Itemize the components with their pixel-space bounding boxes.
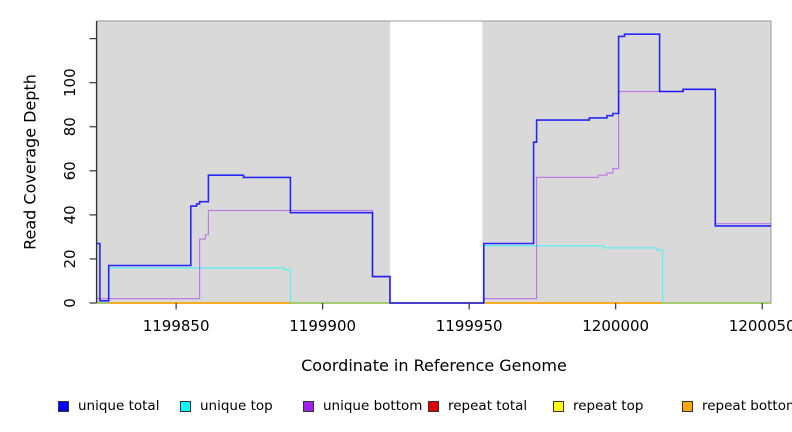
y-tick-label: 80 [61, 117, 79, 136]
x-tick-label: 1200050 [729, 317, 792, 335]
legend-item-unique-top: unique top [180, 398, 273, 414]
y-axis-title: Read Coverage Depth [20, 74, 40, 250]
legend-swatch-icon [303, 400, 314, 412]
x-tick-label: 1199950 [436, 317, 503, 335]
y-tick-label: 60 [61, 161, 79, 180]
legend-swatch-icon [180, 400, 191, 412]
legend-item-repeat-total: repeat total [428, 398, 527, 414]
plot-panel-left [97, 21, 391, 303]
legend-swatch-icon [553, 400, 564, 412]
legend-label: unique bottom [323, 398, 423, 414]
legend-item-unique-total: unique total [58, 398, 159, 414]
legend-label: unique top [200, 398, 273, 414]
series-line-unique-bottom [97, 88, 771, 304]
x-tick-label: 1199850 [143, 317, 210, 335]
y-tick-label: 0 [61, 298, 79, 308]
legend: unique total unique top unique bottom repea… [0, 398, 792, 420]
y-tick-label: 40 [61, 205, 79, 224]
legend-item-repeat-top: repeat top [553, 398, 643, 414]
x-axis-title: Coordinate in Reference Genome [301, 356, 567, 375]
legend-swatch-icon [682, 400, 693, 412]
plot-panel-right [482, 21, 771, 303]
x-tick-label: 1200000 [582, 317, 649, 335]
legend-swatch-icon [58, 400, 69, 412]
legend-swatch-icon [428, 400, 439, 412]
legend-label: repeat bottom [702, 398, 792, 414]
legend-item-repeat-bottom: repeat bottom [682, 398, 792, 414]
legend-label: repeat top [573, 398, 644, 414]
x-tick-label: 1199900 [289, 317, 356, 335]
legend-item-unique-bottom: unique bottom [303, 398, 422, 414]
y-tick-label: 20 [61, 249, 79, 268]
series-line-unique-total [97, 33, 771, 304]
legend-label: unique total [78, 398, 160, 414]
series-layer [97, 33, 771, 304]
legend-label: repeat total [448, 398, 528, 414]
y-tick-label: 100 [61, 68, 79, 97]
